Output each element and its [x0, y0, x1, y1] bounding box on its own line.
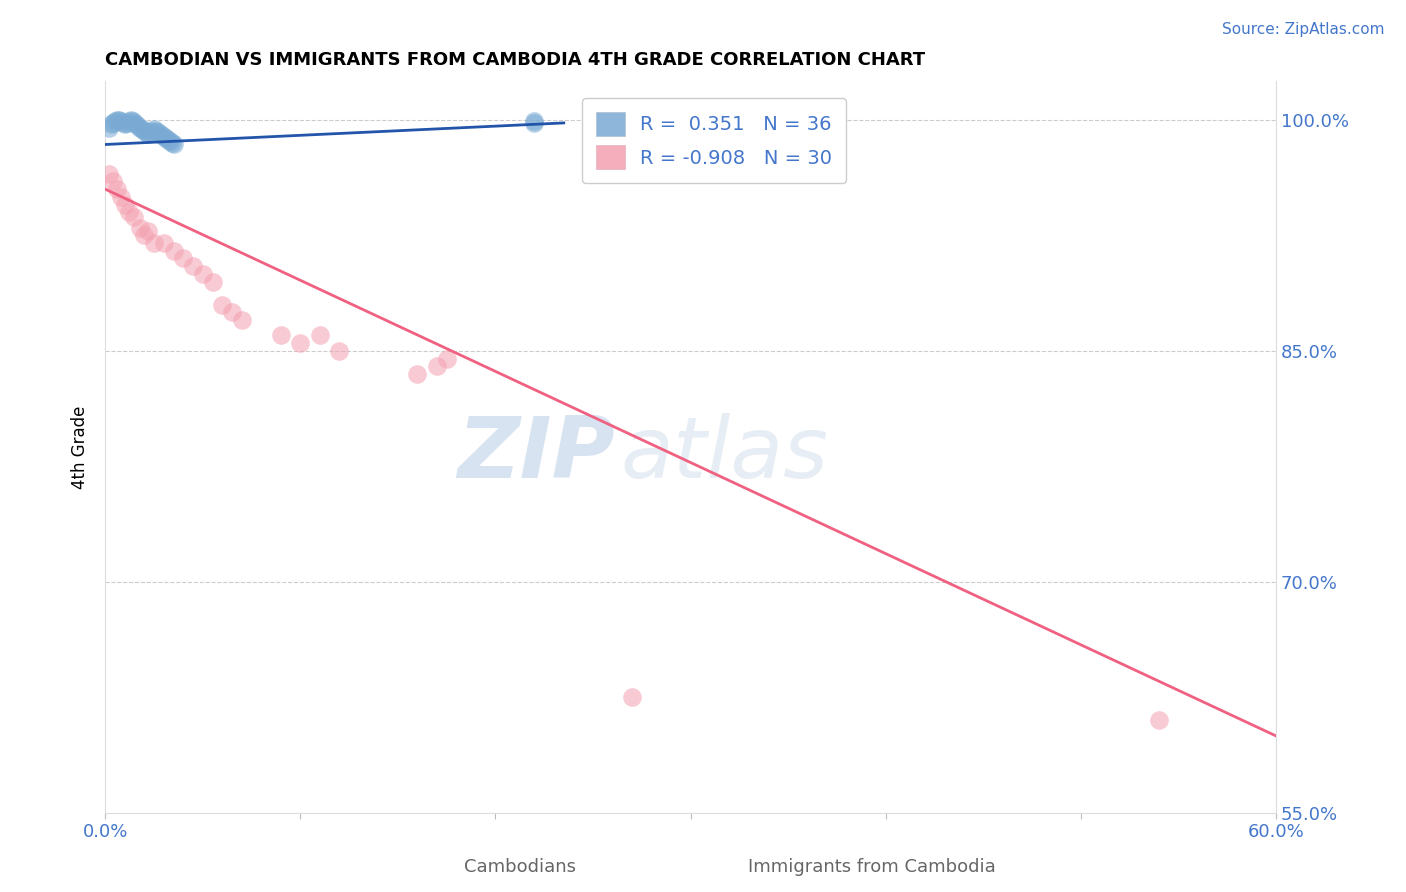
Point	[191, 267, 214, 281]
Point	[136, 127, 159, 141]
Point	[201, 275, 224, 289]
Point	[141, 123, 163, 137]
Point	[117, 114, 139, 128]
Point	[150, 128, 173, 143]
Text: Cambodians: Cambodians	[464, 858, 576, 876]
Point	[114, 197, 136, 211]
Point	[114, 118, 136, 132]
Point	[231, 313, 253, 327]
Point	[436, 351, 458, 366]
Point	[101, 116, 124, 130]
Point	[98, 120, 121, 135]
Point	[172, 252, 194, 266]
Point	[124, 116, 146, 130]
Point	[152, 235, 174, 250]
Point	[426, 359, 449, 374]
Legend: R =  0.351   N = 36, R = -0.908   N = 30: R = 0.351 N = 36, R = -0.908 N = 30	[582, 98, 846, 183]
Point	[155, 131, 177, 145]
Point	[105, 182, 128, 196]
Point	[211, 298, 233, 312]
Text: CAMBODIAN VS IMMIGRANTS FROM CAMBODIA 4TH GRADE CORRELATION CHART: CAMBODIAN VS IMMIGRANTS FROM CAMBODIA 4T…	[105, 51, 925, 69]
Point	[134, 228, 156, 243]
Point	[143, 122, 166, 136]
Point	[145, 123, 167, 137]
Point	[98, 167, 121, 181]
Text: atlas: atlas	[620, 413, 828, 496]
Point	[621, 690, 644, 705]
Point	[406, 367, 429, 381]
Point	[156, 133, 179, 147]
Point	[146, 125, 169, 139]
Text: Immigrants from Cambodia: Immigrants from Cambodia	[748, 858, 995, 876]
Point	[159, 135, 181, 149]
Point	[100, 118, 122, 132]
Point	[160, 136, 183, 150]
Point	[523, 116, 546, 130]
Point	[108, 112, 131, 127]
Point	[129, 120, 152, 135]
Point	[134, 123, 156, 137]
Point	[290, 336, 312, 351]
Point	[124, 210, 146, 224]
Text: Source: ZipAtlas.com: Source: ZipAtlas.com	[1222, 22, 1385, 37]
Point	[523, 114, 546, 128]
Point	[270, 328, 292, 343]
Point	[101, 174, 124, 188]
Point	[152, 129, 174, 144]
Point	[110, 114, 132, 128]
Point	[136, 224, 159, 238]
Point	[1147, 714, 1170, 728]
Point	[221, 305, 243, 319]
Y-axis label: 4th Grade: 4th Grade	[72, 406, 89, 489]
Point	[131, 122, 153, 136]
Point	[181, 259, 204, 273]
Point	[139, 125, 162, 139]
Point	[120, 112, 142, 127]
Point	[135, 125, 157, 139]
Point	[328, 343, 350, 358]
Point	[104, 114, 127, 128]
Point	[162, 244, 184, 258]
Point	[308, 328, 330, 343]
Point	[105, 112, 128, 127]
Point	[149, 127, 172, 141]
Point	[117, 205, 139, 219]
Text: ZIP: ZIP	[457, 413, 614, 496]
Point	[125, 118, 148, 132]
Point	[162, 137, 184, 152]
Point	[129, 220, 152, 235]
Point	[121, 114, 143, 128]
Point	[111, 116, 134, 130]
Point	[143, 235, 166, 250]
Point	[115, 116, 138, 130]
Point	[110, 190, 132, 204]
Point	[127, 119, 149, 133]
